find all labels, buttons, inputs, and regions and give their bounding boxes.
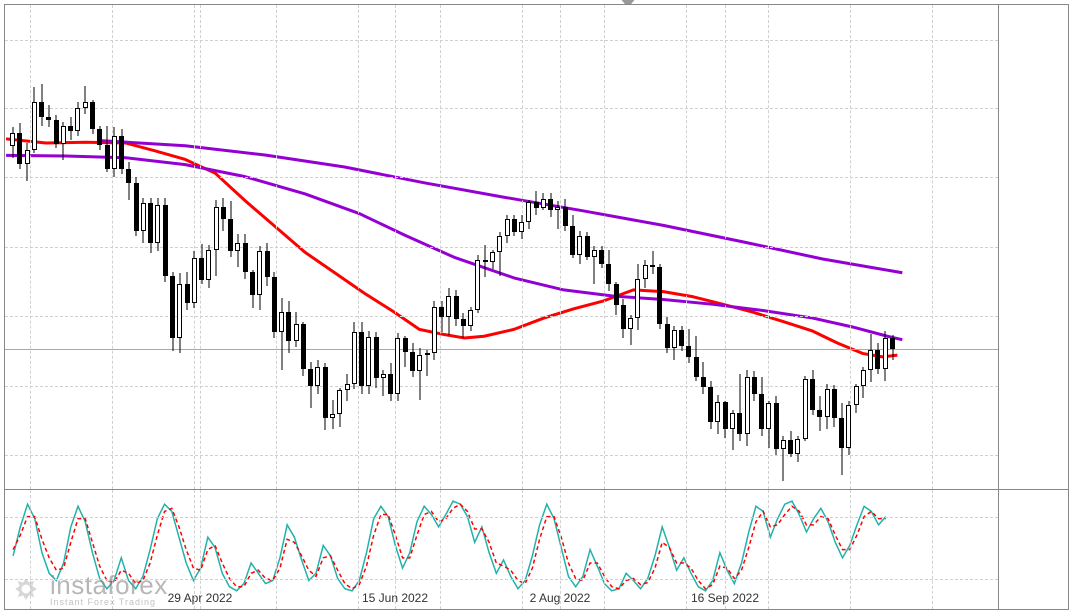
x-tick-label: 29 Apr 2022 bbox=[168, 591, 233, 605]
price-y-axis bbox=[998, 5, 1068, 489]
current-price-line bbox=[5, 349, 998, 350]
grid-line-v bbox=[440, 5, 441, 489]
grid-line-v bbox=[604, 5, 605, 489]
indicator-y-axis bbox=[998, 490, 1068, 609]
grid-line-v bbox=[194, 490, 195, 609]
price-plot-area[interactable]: 4769.304571.054369.754168.453967.153765.… bbox=[5, 5, 998, 489]
grid-line-v bbox=[395, 5, 396, 489]
x-tick-label: 2 Aug 2022 bbox=[530, 591, 591, 605]
grid-line-v bbox=[522, 5, 523, 489]
grid-line-v bbox=[440, 490, 441, 609]
grid-line-v bbox=[686, 5, 687, 489]
grid-line-v bbox=[358, 5, 359, 489]
grid-line-v bbox=[276, 490, 277, 609]
grid-line-v bbox=[932, 5, 933, 489]
grid-line-v bbox=[560, 5, 561, 489]
grid-line-v bbox=[358, 490, 359, 609]
grid-line-v bbox=[522, 490, 523, 609]
grid-line-v bbox=[276, 5, 277, 489]
ma-line-ma_fast bbox=[6, 139, 897, 357]
price-panel: 4769.304571.054369.754168.453967.153765.… bbox=[4, 4, 1069, 490]
x-tick-label: 16 Sep 2022 bbox=[691, 591, 759, 605]
chart-container: 4769.304571.054369.754168.453967.153765.… bbox=[0, 0, 1073, 615]
grid-line-v bbox=[686, 490, 687, 609]
watermark: instaforex Instant Forex Trading bbox=[8, 570, 168, 607]
grid-line-v bbox=[932, 490, 933, 609]
grid-line-v bbox=[604, 490, 605, 609]
x-tick-label: 15 Jun 2022 bbox=[362, 591, 428, 605]
instaforex-logo-icon bbox=[8, 571, 44, 607]
watermark-tagline: Instant Forex Trading bbox=[50, 597, 168, 607]
grid-line-v bbox=[194, 5, 195, 489]
grid-line-v bbox=[30, 5, 31, 489]
grid-line-v bbox=[850, 490, 851, 609]
grid-line-v bbox=[112, 5, 113, 489]
grid-line-v bbox=[768, 490, 769, 609]
